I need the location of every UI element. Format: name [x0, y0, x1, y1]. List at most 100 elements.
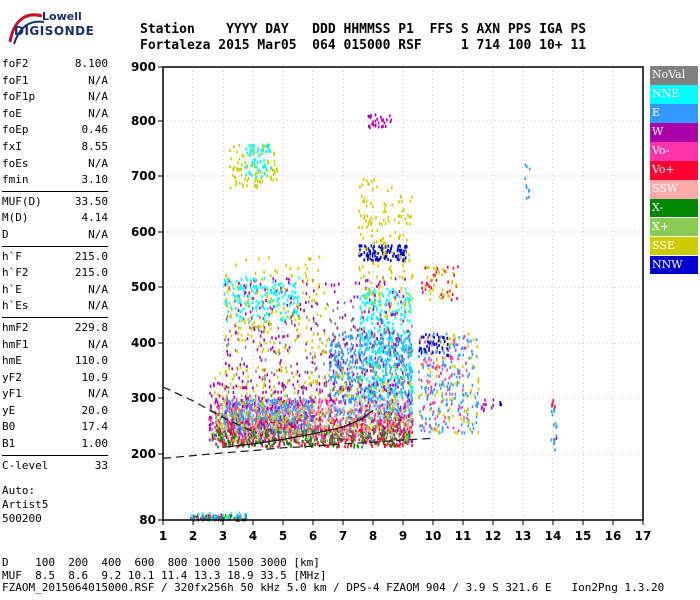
echo-point — [350, 429, 352, 433]
echo-point — [224, 443, 226, 447]
echo-point — [376, 375, 379, 379]
echo-point — [301, 444, 303, 448]
echo-point — [378, 440, 381, 444]
echo-point — [343, 371, 346, 375]
echo-point — [211, 438, 214, 442]
echo-point — [357, 391, 359, 395]
param-value: 0.46 — [81, 123, 109, 137]
echo-point — [263, 430, 265, 434]
param-row: MUF(D) 33.50 — [2, 194, 108, 211]
echo-point — [237, 301, 240, 305]
echo-point — [246, 184, 248, 188]
echo-point — [408, 383, 411, 387]
echo-point — [371, 410, 374, 414]
echo-point — [310, 430, 312, 434]
echo-point — [244, 394, 247, 398]
echo-point — [262, 303, 264, 307]
echo-point — [263, 406, 266, 410]
echo-point — [405, 416, 408, 420]
echo-point — [267, 161, 270, 165]
echo-point — [329, 421, 332, 425]
echo-point — [310, 394, 313, 398]
echo-point — [401, 345, 404, 349]
echo-point — [281, 318, 284, 322]
echo-point — [370, 386, 372, 390]
echo-point — [306, 370, 309, 374]
echo-point — [402, 439, 404, 443]
echo-point — [231, 283, 234, 287]
echo-point — [391, 406, 394, 410]
echo-point — [263, 396, 265, 400]
echo-point — [380, 355, 382, 359]
echo-point — [392, 310, 394, 314]
echo-point — [373, 438, 376, 442]
echo-point — [402, 437, 405, 441]
echo-point — [278, 418, 280, 422]
echo-point — [298, 411, 300, 415]
param-value: N/A — [88, 299, 108, 313]
echo-point — [324, 411, 327, 415]
echo-point — [230, 412, 233, 416]
echo-point — [235, 439, 237, 443]
echo-point — [360, 244, 363, 248]
echo-point — [254, 435, 256, 439]
echo-point — [409, 361, 411, 365]
echo-point — [350, 319, 353, 323]
echo-point — [374, 352, 377, 356]
echo-point — [255, 417, 257, 421]
echo-point — [347, 335, 350, 339]
echo-point — [384, 412, 386, 416]
echo-point — [245, 429, 248, 433]
echo-point — [331, 343, 333, 347]
param-name: B1 — [2, 437, 16, 451]
echo-point — [226, 304, 228, 308]
echo-point — [260, 176, 262, 180]
echo-point — [361, 332, 364, 336]
echo-point — [266, 445, 268, 449]
echo-point — [330, 434, 332, 438]
echo-point — [367, 434, 369, 437]
echo-point — [334, 419, 336, 423]
echo-point — [310, 418, 313, 422]
echo-point — [356, 387, 358, 391]
echo-point — [351, 440, 354, 444]
echo-point — [365, 430, 367, 434]
echo-point — [285, 311, 287, 315]
echo-point — [406, 430, 408, 434]
echo-point — [322, 432, 325, 436]
echo-point — [334, 378, 336, 382]
echo-point — [368, 114, 371, 118]
echo-point — [297, 389, 300, 393]
echo-point — [290, 434, 293, 438]
echo-point — [244, 161, 246, 165]
echo-point — [326, 302, 329, 306]
echo-point — [390, 366, 392, 370]
echo-point — [380, 349, 382, 353]
echo-point — [278, 443, 281, 447]
echo-point — [301, 432, 303, 436]
echo-point — [378, 428, 381, 431]
echo-point — [249, 394, 251, 398]
echo-point — [237, 385, 240, 388]
echo-point — [376, 256, 378, 259]
echo-point — [380, 379, 383, 382]
echo-point — [336, 373, 338, 377]
echo-point — [330, 348, 333, 352]
param-value: 215.0 — [74, 266, 108, 280]
echo-point — [263, 338, 265, 342]
echo-point — [335, 430, 337, 434]
echo-point — [307, 415, 309, 419]
echo-point — [361, 414, 363, 418]
echo-point — [381, 403, 384, 407]
echo-point — [317, 406, 320, 410]
echo-point — [390, 276, 392, 280]
echo-point — [344, 445, 346, 449]
echo-point — [389, 358, 392, 362]
echo-point — [334, 349, 337, 353]
echo-point — [289, 420, 292, 424]
echo-point — [390, 246, 392, 250]
echo-point — [328, 414, 330, 418]
echo-point — [370, 114, 373, 118]
echo-point — [331, 399, 334, 403]
echo-point — [231, 408, 233, 412]
